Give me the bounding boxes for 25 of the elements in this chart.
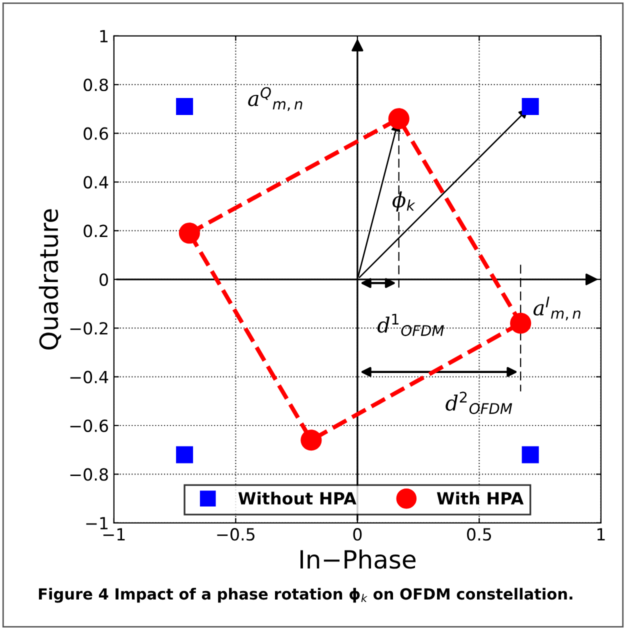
y-tick-label: −0.8 (70, 468, 108, 481)
y-tick-label: 0.8 (84, 78, 108, 92)
y-tick-label: −0.4 (70, 370, 108, 384)
y-tick-label: −0.6 (70, 419, 108, 432)
annotation: a$^{Q}$$_{m,n}$ (248, 87, 302, 112)
annotation: a$^{I}$$_{m,n}$ (533, 296, 580, 320)
x-axis-title: In−Phase (300, 549, 416, 569)
x-tick-label: 0.5 (467, 528, 491, 541)
y-axis-title: Quadrature (38, 209, 62, 350)
y-tick-label: −1 (86, 517, 108, 530)
x-tick-label: 0 (353, 528, 362, 541)
y-tick-label: 0.2 (84, 224, 108, 238)
annotation: d$^{2}$$_{OFDM}$ (446, 392, 512, 414)
annotation: ϕ$_{k}$ (392, 191, 416, 212)
legend-label: With HPA (436, 492, 524, 504)
y-tick-label: 0.6 (84, 127, 108, 140)
y-tick-label: 1 (100, 30, 108, 42)
x-tick-label: 1 (597, 528, 605, 540)
legend-label: Without HPA (238, 492, 356, 505)
caption: Figure 4 Impact of a phase rotation ϕ$_{k}$ on OFDM constellation. (38, 588, 572, 603)
annotation: d$^{1}$$_{OFDM}$ (377, 314, 444, 336)
y-tick-label: 0.4 (84, 176, 108, 189)
x-tick-label: −0.5 (217, 528, 254, 541)
y-tick-label: −0.2 (70, 322, 108, 335)
y-tick-label: 0 (100, 273, 108, 286)
